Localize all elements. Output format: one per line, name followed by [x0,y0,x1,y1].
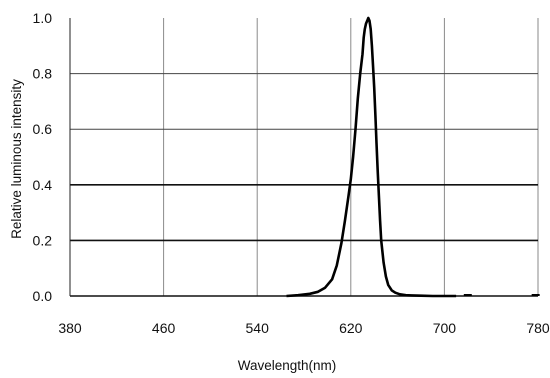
line-layer [286,16,540,298]
x-tick-label: 700 [433,320,457,336]
x-tick-label: 380 [58,320,82,336]
y-tick-label: 0.2 [33,232,53,248]
x-tick-label: 780 [526,320,550,336]
x-tick-label: 460 [152,320,176,336]
grid-layer [69,18,539,297]
y-axis-title: Relative luminous intensity [9,79,24,239]
x-tick-label: 540 [246,320,270,336]
x-axis-title: Wavelength(nm) [238,358,337,373]
y-tick-label: 1.0 [33,10,53,26]
y-tick-label: 0.8 [33,66,53,82]
spectrum-line [286,16,457,298]
y-tick-label: 0.4 [33,177,53,193]
y-tick-label: 0.0 [33,288,53,304]
x-tick-label: 620 [339,320,363,336]
y-tick-label: 0.6 [33,121,53,137]
label-layer: 380 460 540 620 700 780 0.0 0.2 0.4 0.6 0.8 1.0 [33,10,550,336]
